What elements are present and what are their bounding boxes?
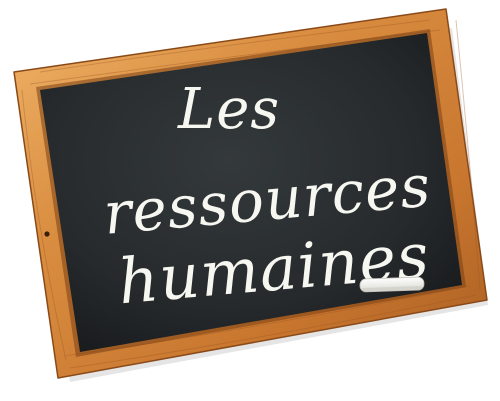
chalk-stick bbox=[359, 276, 425, 293]
hang-hole bbox=[44, 231, 50, 237]
chalk-line-les: Les bbox=[177, 77, 280, 142]
chalk-handwriting: Les ressources humaines bbox=[101, 77, 434, 318]
slate-board bbox=[40, 33, 462, 352]
